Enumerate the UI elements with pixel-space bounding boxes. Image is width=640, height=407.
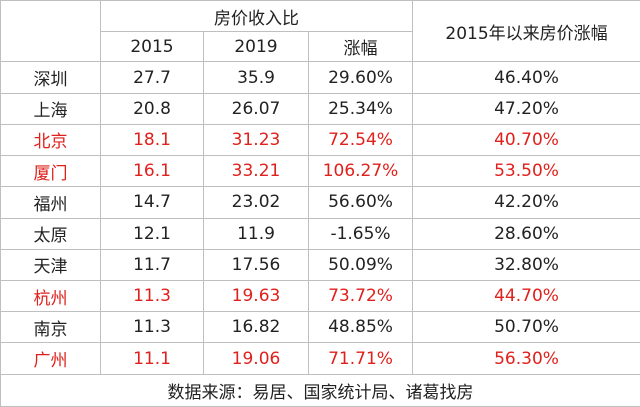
table-cell: 29.60%	[307, 61, 414, 94]
table-cell: 73.72%	[307, 279, 414, 313]
table-cell: 27.7	[100, 61, 204, 94]
table-cell: 35.9	[203, 61, 309, 94]
table-cell: 11.7	[100, 248, 204, 281]
table-cell: 20.8	[100, 92, 204, 125]
table-cell: 72.54%	[307, 123, 414, 157]
table-cell: 106.27%	[307, 155, 414, 188]
row-label: 广州	[0, 342, 101, 375]
row-label: 杭州	[0, 279, 101, 313]
table-cell: 44.70%	[412, 279, 640, 313]
table-cell: 28.60%	[412, 217, 640, 250]
column-header: 2015	[100, 31, 204, 63]
table-cell: 31.23	[203, 123, 309, 157]
table-cell: 46.40%	[412, 61, 640, 94]
column-header: 2015年以来房价涨幅	[412, 0, 640, 63]
row-label: 厦门	[0, 155, 101, 188]
table-cell: 16.1	[100, 155, 204, 188]
table-row: 福州 14.7 23.02 56.60% 42.20%	[0, 186, 640, 219]
table-cell: 71.71%	[307, 342, 414, 375]
table-row: 南京 11.3 16.82 48.85% 50.70%	[0, 311, 640, 344]
table-cell: 19.06	[203, 342, 309, 375]
table-row: 广州 11.1 19.06 71.71% 56.30%	[0, 342, 640, 375]
table-row: 深圳 27.7 35.9 29.60% 46.40%	[0, 61, 640, 94]
corner-cell	[0, 0, 101, 63]
table-cell: 56.30%	[412, 342, 640, 375]
table-cell: 25.34%	[307, 92, 414, 125]
table-row: 太原 12.1 11.9 -1.65% 28.60%	[0, 217, 640, 250]
table-cell: 11.1	[100, 342, 204, 375]
table-cell: 11.9	[203, 217, 309, 250]
table-row: 上海 20.8 26.07 25.34% 47.20%	[0, 92, 640, 125]
table-cell: 42.20%	[412, 186, 640, 219]
header-row: 房价收入比 2015年以来房价涨幅	[0, 0, 640, 63]
table-cell: 17.56	[203, 248, 309, 281]
table-cell: 56.60%	[307, 186, 414, 219]
table-cell: 18.1	[100, 123, 204, 157]
table-cell: 14.7	[100, 186, 204, 219]
table-cell: 48.85%	[307, 311, 414, 344]
source-note: 数据来源：易居、国家统计局、诸葛找房	[0, 373, 640, 407]
table-cell: 16.82	[203, 311, 309, 344]
footer-row: 数据来源：易居、国家统计局、诸葛找房	[0, 373, 640, 407]
row-label: 太原	[0, 217, 101, 250]
table-cell: 32.80%	[412, 248, 640, 281]
table-row: 杭州 11.3 19.63 73.72% 44.70%	[0, 279, 640, 313]
row-label: 上海	[0, 92, 101, 125]
column-header: 涨幅	[307, 31, 414, 63]
table-cell: 26.07	[203, 92, 309, 125]
table-cell: -1.65%	[307, 217, 414, 250]
table-cell: 47.20%	[412, 92, 640, 125]
table-cell: 11.3	[100, 311, 204, 344]
row-label: 南京	[0, 311, 101, 344]
table-cell: 11.3	[100, 279, 204, 313]
sub-header-row: 2015 2019 涨幅	[1, 31, 640, 63]
group-header: 房价收入比	[99, 0, 414, 33]
table-cell: 50.09%	[307, 248, 414, 281]
table-cell: 12.1	[100, 217, 204, 250]
table-cell: 23.02	[203, 186, 309, 219]
table-cell: 19.63	[203, 279, 309, 313]
row-label: 天津	[0, 248, 101, 281]
row-label: 深圳	[0, 61, 101, 94]
table-row: 厦门 16.1 33.21 106.27% 53.50%	[0, 155, 640, 188]
table-cell: 50.70%	[412, 311, 640, 344]
table-row: 天津 11.7 17.56 50.09% 32.80%	[0, 248, 640, 281]
row-label: 福州	[0, 186, 101, 219]
table-cell: 53.50%	[412, 155, 640, 188]
column-header: 2019	[203, 31, 309, 63]
table-row: 北京 18.1 31.23 72.54% 40.70%	[0, 123, 640, 157]
row-label: 北京	[0, 123, 101, 157]
table-cell: 40.70%	[412, 123, 640, 157]
table-cell: 33.21	[203, 155, 309, 188]
